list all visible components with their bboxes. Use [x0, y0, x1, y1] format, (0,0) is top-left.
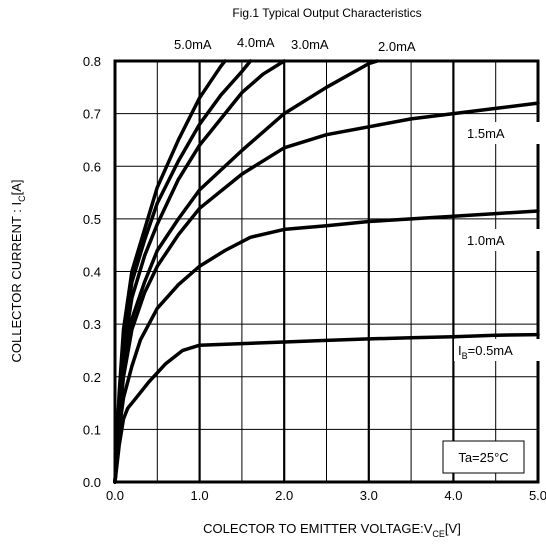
y-tick-label: 0.4	[83, 265, 101, 280]
x-tick-label: 1.0	[191, 488, 209, 503]
y-axis-label-main: COLLECTOR CURRENT : I	[9, 202, 24, 363]
series-label: IB=0.5mA	[458, 343, 513, 361]
y-axis-label-tail: [A]	[9, 179, 24, 195]
annotation-text: Ta=25°C	[458, 450, 508, 465]
annotation-box	[442, 440, 525, 474]
series-label-bg	[454, 339, 546, 361]
x-axis-label-sub: CE	[432, 529, 445, 539]
y-tick-label: 0.1	[83, 422, 101, 437]
y-tick-label: 0.3	[83, 317, 101, 332]
y-tick-label: 0.6	[83, 159, 101, 174]
series-label: 1.5mA	[467, 126, 505, 141]
series-label-bg	[463, 122, 543, 144]
chart-title: Fig.1 Typical Output Characteristics	[232, 6, 421, 20]
x-tick-label: 4.0	[444, 488, 462, 503]
y-axis-label-sub: C	[17, 195, 27, 202]
plot-frame	[113, 59, 540, 484]
x-axis-label-tail: [V]	[445, 521, 461, 536]
ticks: 0.0 1.0 2.0 3.0 4.0 5.0 0.0 0.1 0.2 0.3 0.4 0.5 0.6 0…	[83, 54, 546, 503]
x-tick-label: 0.0	[106, 488, 124, 503]
series-group	[113, 59, 540, 484]
y-tick-label: 0.0	[83, 475, 101, 490]
series-line	[113, 101, 540, 484]
y-axis-label: COLLECTOR CURRENT : IC[A]	[9, 179, 27, 362]
series-label: 3.0mA	[291, 37, 329, 52]
y-tick-label: 0.7	[83, 107, 101, 122]
series-label: 4.0mA	[237, 35, 275, 50]
y-tick-label: 0.5	[83, 212, 101, 227]
x-tick-label: 2.0	[275, 488, 293, 503]
y-tick-label: 0.2	[83, 370, 101, 385]
series-label-bg	[463, 229, 546, 251]
series-labels: IB=0.5mA 1.0mA 1.5mA 2.0mA 3.0mA 4.0mA 5.0mA	[174, 35, 546, 361]
x-tick-label: 5.0	[529, 488, 546, 503]
x-axis-label: COLECTOR TO EMITTER VOLTAGE:VCE[V]	[203, 521, 461, 539]
series-line	[113, 209, 540, 484]
series-line	[113, 332, 540, 484]
x-tick-label: 3.0	[360, 488, 378, 503]
series-line	[113, 59, 227, 484]
y-tick-label: 0.8	[83, 54, 101, 69]
x-axis-label-main: COLECTOR TO EMITTER VOLTAGE:V	[203, 521, 433, 536]
series-label: 1.0mA	[467, 233, 505, 248]
series-label: 5.0mA	[174, 37, 212, 52]
series-label: 2.0mA	[378, 39, 416, 54]
grid	[115, 61, 538, 482]
